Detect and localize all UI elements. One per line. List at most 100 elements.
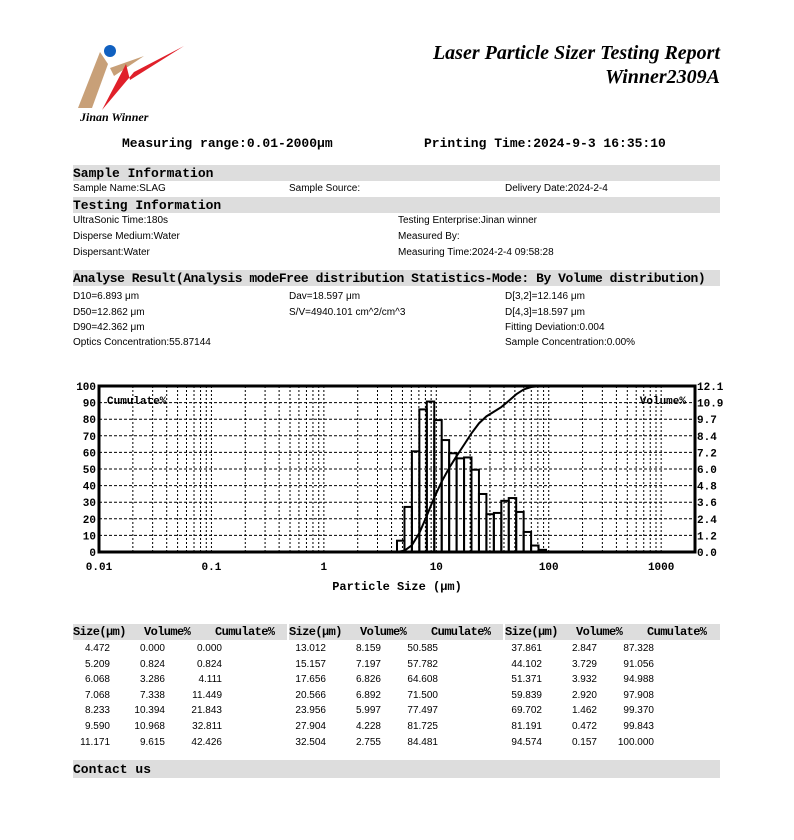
table-cell: 20.566 xyxy=(295,689,326,701)
y-left-tick-label: 90 xyxy=(83,399,96,411)
table-cell: 0.000 xyxy=(139,643,165,654)
column-header: Cumulate% xyxy=(431,625,491,639)
table-cell: 94.988 xyxy=(623,674,654,686)
x-axis-label: Particle Size (μm) xyxy=(332,580,462,594)
measuring-time: Measuring Time:2024-2-4 09:58:28 xyxy=(398,247,554,258)
y-left-tick-label: 70 xyxy=(83,432,96,444)
table-cell: 2.847 xyxy=(571,643,597,654)
left-axis-label: Cumulate% xyxy=(107,396,167,408)
y-left-tick-label: 30 xyxy=(83,498,96,510)
measuring-range: Measuring range:0.01-2000μm xyxy=(122,136,333,151)
table-cell: 2.755 xyxy=(355,736,381,748)
table-cell: 5.997 xyxy=(355,705,381,717)
table-cell: 11.449 xyxy=(192,689,222,701)
table-cell: 4.111 xyxy=(198,674,222,686)
d10: D10=6.893 μm xyxy=(73,291,140,302)
optics-concentration: Optics Concentration:55.87144 xyxy=(73,337,211,348)
table-cell: 84.481 xyxy=(407,736,438,748)
table-cell: 32.504 xyxy=(295,736,326,748)
d90: D90=42.362 μm xyxy=(73,322,145,333)
table-cell: 9.615 xyxy=(139,736,165,748)
table-cell: 91.056 xyxy=(623,658,654,670)
y-right-tick-label: 2.4 xyxy=(697,515,717,527)
y-right-tick-label: 0.0 xyxy=(697,548,717,560)
d50: D50=12.862 μm xyxy=(73,307,145,318)
y-left-tick-label: 100 xyxy=(76,382,96,394)
table-cell: 81.191 xyxy=(511,721,542,732)
column-header: Cumulate% xyxy=(215,625,275,639)
volume-bar xyxy=(455,457,466,553)
sample-name: Sample Name:SLAG xyxy=(73,183,166,194)
table-cell: 8.159 xyxy=(355,643,381,654)
y-right-tick-label: 6.0 xyxy=(697,465,717,477)
testing-enterprise: Testing Enterprise:Jinan winner xyxy=(398,215,537,226)
y-right-tick-label: 9.7 xyxy=(697,415,717,427)
y-left-tick-label: 40 xyxy=(83,482,96,494)
dispersant: Dispersant:Water xyxy=(73,247,150,258)
y-right-tick-label: 4.8 xyxy=(697,482,717,494)
table-cell: 27.904 xyxy=(295,721,326,732)
model-name: Winner2309A xyxy=(605,66,720,88)
column-header: Volume% xyxy=(360,625,407,639)
column-header: Volume% xyxy=(576,625,623,639)
table-cell: 13.012 xyxy=(295,643,326,654)
table-cell: 100.000 xyxy=(617,736,654,748)
jinan-winner-logo xyxy=(78,45,184,110)
x-tick-label: 0.1 xyxy=(202,562,222,574)
dav: Dav=18.597 μm xyxy=(289,291,361,302)
table-cell: 10.394 xyxy=(134,705,165,717)
delivery-date: Delivery Date:2024-2-4 xyxy=(505,183,608,194)
table-cell: 6.892 xyxy=(355,689,381,701)
y-left-tick-label: 0 xyxy=(89,548,96,560)
table-cell: 0.824 xyxy=(196,658,222,670)
volume-bar xyxy=(515,510,525,553)
disperse-medium: Disperse Medium:Water xyxy=(73,231,180,242)
section-bar xyxy=(73,197,720,213)
table-cell: 51.371 xyxy=(511,674,542,686)
table-cell: 50.585 xyxy=(407,643,438,654)
table-cell: 4.228 xyxy=(355,721,381,732)
volume-bar xyxy=(470,468,480,553)
sample-info-heading: Sample Information xyxy=(73,166,214,181)
table-cell: 15.157 xyxy=(295,658,326,670)
table-cell: 17.656 xyxy=(295,674,326,686)
section-bar xyxy=(73,760,720,778)
y-right-tick-label: 7.2 xyxy=(697,448,717,460)
table-cell: 2.920 xyxy=(571,689,597,701)
table-cell: 11.171 xyxy=(80,736,110,748)
x-tick-label: 1 xyxy=(321,562,328,574)
table-cell: 97.908 xyxy=(623,689,654,701)
volume-bar xyxy=(500,499,510,553)
contact-heading: Contact us xyxy=(73,762,152,777)
table-cell: 94.574 xyxy=(511,736,542,748)
table-cell: 10.968 xyxy=(134,721,165,732)
table-cell: 37.861 xyxy=(511,643,542,654)
table-cell: 7.197 xyxy=(355,658,381,670)
y-right-tick-label: 12.1 xyxy=(697,382,724,394)
particle-size-chart: 0 10 20 30 40 50 60 70 80 90 100 0.0 1.2 2.4 3.6 4.8 6.0… xyxy=(76,382,724,594)
x-tick-label: 100 xyxy=(539,562,559,574)
section-bar xyxy=(73,270,720,286)
table-cell: 3.932 xyxy=(571,674,597,686)
column-header: Size(μm) xyxy=(505,625,558,639)
y-right-tick-label: 3.6 xyxy=(697,498,717,510)
table-cell: 0.824 xyxy=(139,658,165,670)
sample-concentration: Sample Concentration:0.00% xyxy=(505,337,636,348)
x-tick-label: 1000 xyxy=(648,562,674,574)
x-tick-label: 10 xyxy=(430,562,443,574)
ultrasonic-time: UltraSonic Time:180s xyxy=(73,215,169,226)
table-cell: 1.462 xyxy=(571,705,597,717)
testing-info-heading: Testing Information xyxy=(73,198,222,213)
logo-text: Jinan Winner xyxy=(80,110,149,124)
table-cell: 32.811 xyxy=(192,721,222,732)
table-header: Size(μm) Volume% Cumulate% xyxy=(289,624,503,640)
volume-bar xyxy=(425,400,436,553)
table-cell: 69.702 xyxy=(511,705,542,717)
table-header: Size(μm) Volume% Cumulate% xyxy=(73,624,287,640)
cumulate-line xyxy=(99,385,695,553)
table-header: Size(μm) Volume% Cumulate% xyxy=(505,624,720,640)
table-cell: 99.843 xyxy=(623,721,654,732)
table-cell: 99.370 xyxy=(623,705,654,717)
y-left-tick-label: 10 xyxy=(83,531,96,543)
